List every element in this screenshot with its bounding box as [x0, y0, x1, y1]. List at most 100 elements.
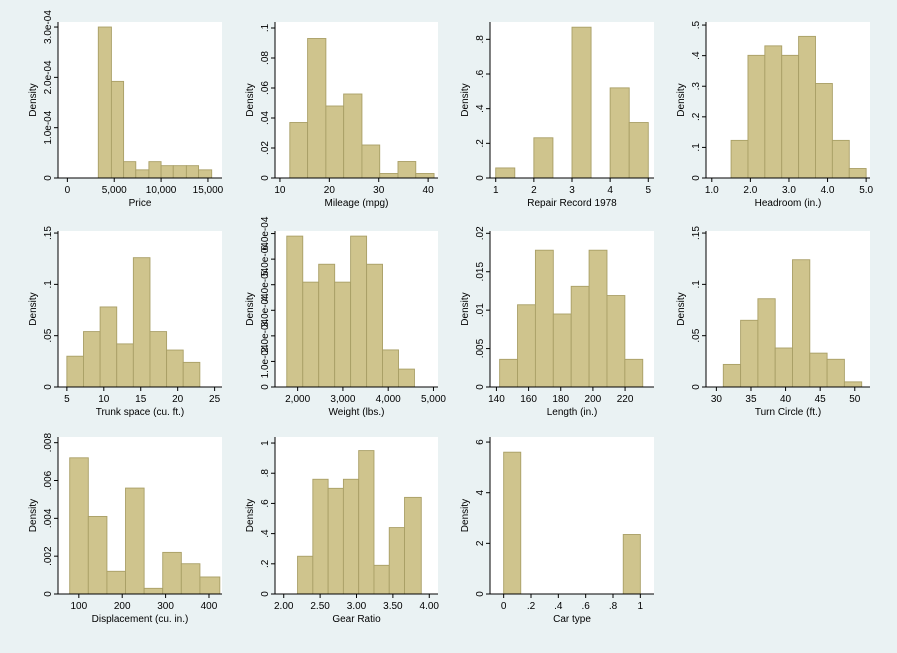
x-tick-label: 20 [324, 185, 336, 196]
x-tick-label: 5 [645, 185, 651, 196]
y-tick-label: 3.0e-04 [260, 293, 271, 327]
y-tick-label: .02 [260, 141, 271, 155]
histogram-bar [166, 349, 184, 388]
histogram-bar [185, 165, 200, 179]
histogram-bar [495, 167, 516, 179]
histogram-bar [798, 35, 816, 179]
histogram-panel: 10 20 30 40 0 .02 .04 .06 .08 .1 Mileage (mpg) Dens… [245, 22, 438, 209]
histogram-bar [722, 363, 742, 388]
y-tick-label: .05 [43, 328, 54, 342]
x-tick-label: 35 [745, 394, 757, 405]
x-tick-label: .2 [527, 601, 536, 612]
histogram-panel: 2.00 2.50 3.00 3.50 4.00 0 .2 .4 .6 .8 1 Gear Ratio… [245, 437, 439, 625]
histogram-bar [66, 355, 84, 388]
histogram-bar [397, 161, 417, 179]
histogram-bar [97, 26, 112, 179]
histogram-bar [199, 576, 221, 595]
y-tick-label: 5.0e-04 [260, 242, 271, 276]
histogram-bar [148, 161, 162, 179]
histogram-bar [180, 563, 201, 595]
x-tick-label: 20 [172, 394, 184, 405]
y-tick-label: .02 [475, 226, 486, 240]
histogram-bar [99, 306, 118, 388]
histogram-bar [628, 122, 649, 179]
histogram-bar [69, 457, 89, 595]
y-tick-label: .4 [475, 104, 486, 113]
histogram-panel: 5 10 15 20 25 0 .05 .1 .15 Trunk space (cu. ft.) D… [28, 226, 222, 418]
histogram-bar [382, 349, 399, 388]
y-tick-label: 6 [475, 439, 486, 445]
y-axis-title: Density [460, 499, 471, 532]
y-tick-label: 2.0e-04 [260, 318, 271, 352]
y-tick-label: .2 [691, 112, 702, 121]
x-tick-label: 3 [569, 185, 575, 196]
y-tick-label: .15 [43, 226, 54, 240]
histogram-bar [182, 361, 201, 388]
y-axis-title: Density [28, 499, 39, 532]
y-axis-title: Density [28, 83, 39, 116]
x-tick-label: .8 [609, 601, 618, 612]
histogram-bar [622, 534, 641, 595]
histogram-bar [398, 368, 415, 388]
histogram-bar [343, 93, 363, 179]
histogram-bar [286, 235, 304, 388]
y-tick-label: .008 [43, 433, 54, 453]
y-axis-title: Density [245, 499, 256, 532]
histogram-bar [160, 165, 174, 179]
histogram-bar [297, 555, 314, 595]
x-tick-label: 30 [711, 394, 723, 405]
histogram-bar [149, 331, 168, 388]
x-tick-label: 4 [607, 185, 613, 196]
x-tick-label: 25 [209, 394, 221, 405]
x-tick-label: 400 [201, 601, 218, 612]
y-tick-label: .6 [260, 499, 271, 508]
y-tick-label: 2.0e-04 [43, 60, 54, 94]
x-tick-label: 3.00 [347, 601, 367, 612]
y-tick-label: .5 [691, 20, 702, 29]
y-tick-label: .2 [260, 559, 271, 568]
histogram-bar [517, 304, 536, 388]
histogram-bar [125, 487, 145, 595]
x-tick-label: 4.00 [420, 601, 440, 612]
x-tick-label: 4,000 [376, 394, 401, 405]
x-axis-title: Trunk space (cu. ft.) [96, 407, 185, 418]
histogram-bar [143, 587, 164, 595]
histogram-bar [552, 313, 572, 388]
y-tick-label: .04 [260, 111, 271, 125]
x-tick-label: 160 [520, 394, 537, 405]
y-tick-label: .005 [475, 338, 486, 358]
histogram-bar [172, 165, 187, 179]
y-tick-label: .06 [260, 81, 271, 95]
histogram-bar [361, 144, 381, 179]
x-tick-label: 30 [373, 185, 385, 196]
histogram-bar [503, 451, 522, 595]
y-tick-label: .1 [43, 280, 54, 289]
histogram-bar [312, 478, 329, 595]
x-tick-label: 3,000 [330, 394, 355, 405]
x-tick-label: 140 [488, 394, 505, 405]
histogram-panel: 0 5,000 10,000 15,000 0 1.0e-04 2.0e-04 3.0e-04… [28, 10, 224, 209]
histogram-bar [366, 263, 383, 388]
y-tick-label: 0 [475, 591, 486, 597]
y-tick-label: .015 [475, 262, 486, 282]
y-tick-label: 0 [691, 175, 702, 181]
x-tick-label: 40 [780, 394, 792, 405]
x-tick-label: 15,000 [193, 185, 224, 196]
x-tick-label: 3.50 [383, 601, 403, 612]
x-tick-label: 10 [274, 185, 286, 196]
histogram-bar [533, 137, 554, 179]
histogram-bar [781, 54, 800, 179]
y-axis-title: Density [460, 83, 471, 116]
histogram-bar [83, 331, 101, 388]
histogram-bar [404, 496, 422, 595]
x-tick-label: 200 [585, 394, 602, 405]
histogram-bar [116, 343, 134, 388]
histogram-bar [342, 478, 360, 595]
histogram-bar [570, 285, 590, 388]
x-tick-label: 4.0 [821, 185, 835, 196]
x-tick-label: 10 [98, 394, 110, 405]
y-tick-label: 4.0e-04 [260, 267, 271, 301]
y-tick-label: .6 [475, 69, 486, 78]
histogram-bar [843, 381, 863, 388]
x-tick-label: .4 [554, 601, 563, 612]
